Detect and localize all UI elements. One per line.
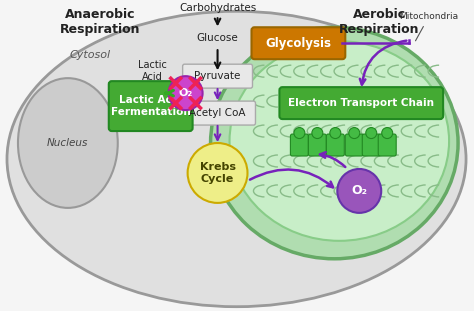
Circle shape bbox=[349, 128, 360, 138]
Ellipse shape bbox=[210, 27, 458, 259]
Text: Anaerobic
Respiration: Anaerobic Respiration bbox=[60, 8, 140, 36]
Text: Acetyl CoA: Acetyl CoA bbox=[189, 108, 246, 118]
FancyBboxPatch shape bbox=[109, 81, 192, 131]
Text: Glucose: Glucose bbox=[197, 33, 238, 43]
Ellipse shape bbox=[229, 41, 449, 241]
Text: Electron Transport Chain: Electron Transport Chain bbox=[288, 98, 434, 108]
Circle shape bbox=[366, 128, 377, 138]
Text: Aerobic
Respiration: Aerobic Respiration bbox=[339, 8, 419, 36]
Text: Nucleus: Nucleus bbox=[47, 138, 89, 148]
Circle shape bbox=[312, 128, 323, 138]
Circle shape bbox=[294, 128, 305, 138]
Text: Mitochondria: Mitochondria bbox=[399, 12, 458, 41]
Ellipse shape bbox=[18, 78, 118, 208]
FancyBboxPatch shape bbox=[280, 87, 443, 119]
Text: Glycolysis: Glycolysis bbox=[265, 37, 331, 50]
FancyBboxPatch shape bbox=[378, 134, 396, 156]
FancyBboxPatch shape bbox=[180, 101, 255, 125]
Text: Lactic Acid
Fermentation: Lactic Acid Fermentation bbox=[111, 95, 191, 117]
Text: O₂: O₂ bbox=[351, 184, 367, 197]
FancyBboxPatch shape bbox=[345, 134, 363, 156]
FancyBboxPatch shape bbox=[326, 134, 344, 156]
FancyBboxPatch shape bbox=[362, 134, 380, 156]
Text: Pyruvate: Pyruvate bbox=[194, 71, 241, 81]
Text: O₂: O₂ bbox=[179, 88, 193, 98]
FancyBboxPatch shape bbox=[291, 134, 309, 156]
Circle shape bbox=[330, 128, 341, 138]
Text: Carbohydrates: Carbohydrates bbox=[179, 3, 256, 13]
Ellipse shape bbox=[7, 11, 466, 307]
FancyBboxPatch shape bbox=[309, 134, 326, 156]
FancyBboxPatch shape bbox=[252, 27, 345, 59]
Text: Lactic
Acid: Lactic Acid bbox=[138, 60, 167, 82]
Circle shape bbox=[382, 128, 392, 138]
Circle shape bbox=[337, 169, 381, 213]
Text: Krebs
Cycle: Krebs Cycle bbox=[200, 162, 236, 184]
Circle shape bbox=[188, 143, 247, 203]
FancyBboxPatch shape bbox=[182, 64, 253, 88]
Circle shape bbox=[169, 76, 202, 110]
Text: Cytosol: Cytosol bbox=[69, 50, 110, 60]
